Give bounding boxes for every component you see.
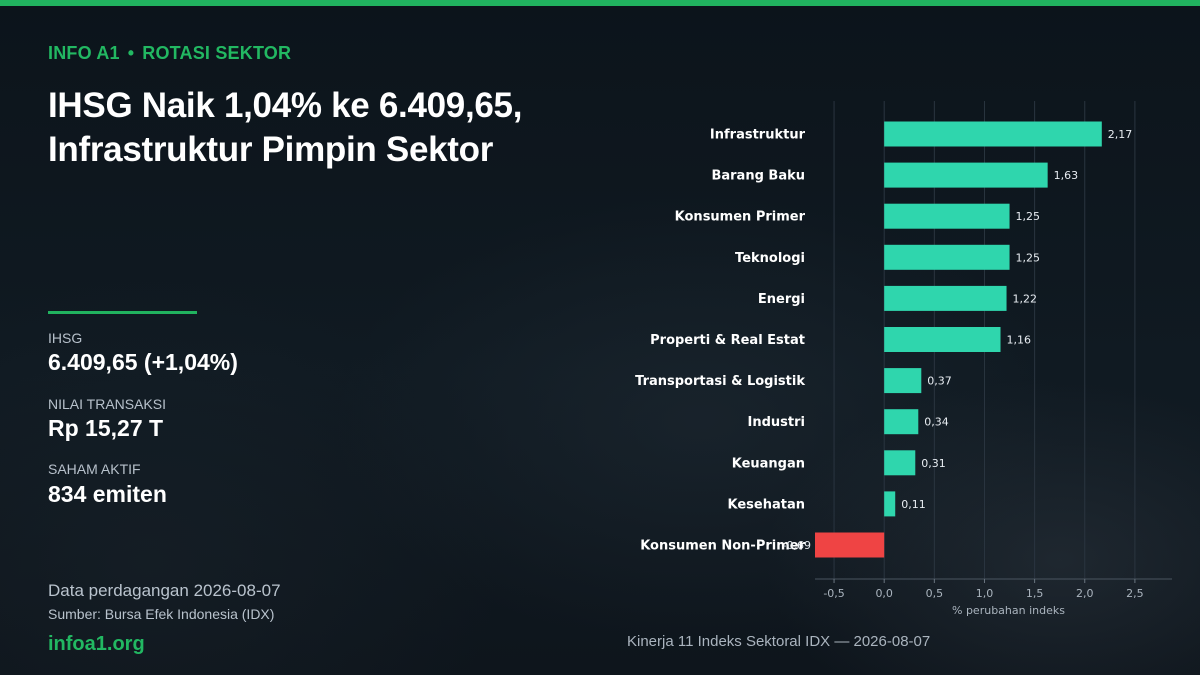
bar	[884, 244, 1010, 270]
x-axis-title: % perubahan indeks	[952, 604, 1065, 617]
x-tick-label: 0,5	[926, 587, 944, 600]
category-label: Energi	[758, 292, 805, 307]
value-label: 1,16	[1007, 334, 1032, 347]
category-label: Barang Baku	[711, 169, 805, 184]
value-label: 1,25	[1016, 251, 1041, 264]
x-tick-label: -0,5	[823, 587, 844, 600]
footer-date: Data perdagangan 2026-08-07	[48, 581, 281, 600]
separator-dot: •	[127, 43, 135, 63]
bar	[884, 327, 1001, 352]
stat-value-ihsg: 6.409,65 (+1,04%)	[48, 349, 238, 375]
stat-value-transaction: Rp 15,27 T	[48, 415, 164, 441]
top-accent-bar	[0, 0, 1200, 6]
value-label: 1,63	[1054, 169, 1079, 182]
category-label: Konsumen Primer	[675, 210, 806, 225]
x-tick-label: 2,5	[1126, 587, 1144, 600]
value-label: 0,31	[921, 457, 946, 470]
bar	[884, 162, 1048, 188]
bar	[884, 491, 896, 517]
x-tick-label: 1,0	[976, 587, 994, 600]
bar	[884, 121, 1102, 147]
value-label: 2,17	[1108, 128, 1133, 141]
value-label: 0,11	[901, 498, 926, 511]
value-label: -0,69	[783, 539, 811, 552]
bar	[884, 285, 1007, 311]
category-label: Properti & Real Estat	[650, 333, 805, 348]
kicker: INFO A1 • ROTASI SEKTOR	[48, 43, 291, 64]
x-tick-label: 0,0	[875, 587, 893, 600]
bar	[884, 368, 922, 394]
bar	[884, 203, 1010, 229]
headline: IHSG Naik 1,04% ke 6.409,65, Infrastrukt…	[48, 84, 608, 172]
bar	[815, 532, 885, 558]
headline-line-2: Infrastruktur Pimpin Sektor	[48, 130, 494, 169]
stat-value-active-stocks: 834 emiten	[48, 481, 167, 507]
bar	[884, 450, 916, 476]
category-label: Infrastruktur	[710, 128, 806, 143]
category-label: Kesehatan	[728, 497, 806, 512]
value-label: 1,22	[1013, 292, 1038, 305]
value-label: 1,25	[1016, 210, 1041, 223]
x-tick-label: 1,5	[1026, 587, 1044, 600]
stat-label-ihsg: IHSG	[48, 330, 83, 346]
bar	[884, 409, 919, 435]
site-link[interactable]: infoa1.org	[48, 633, 145, 655]
category-label: Transportasi & Logistik	[635, 374, 805, 389]
chart-caption: Kinerja 11 Indeks Sektoral IDX — 2026-08…	[627, 633, 931, 650]
brand-label: INFO A1	[48, 43, 120, 63]
headline-line-1: IHSG Naik 1,04% ke 6.409,65,	[48, 86, 523, 125]
divider-rule	[48, 311, 197, 314]
footer-source: Sumber: Bursa Efek Indonesia (IDX)	[48, 606, 275, 622]
stat-label-active-stocks: SAHAM AKTIF	[48, 461, 141, 477]
section-label: ROTASI SEKTOR	[142, 43, 292, 63]
category-label: Keuangan	[732, 456, 805, 471]
value-label: 0,34	[924, 416, 949, 429]
x-tick-label: 2,0	[1076, 587, 1094, 600]
value-label: 0,37	[927, 375, 952, 388]
category-label: Konsumen Non-Primer	[640, 539, 805, 554]
category-label: Teknologi	[735, 251, 805, 266]
stat-label-transaction: NILAI TRANSAKSI	[48, 396, 167, 412]
category-label: Industri	[748, 415, 805, 430]
